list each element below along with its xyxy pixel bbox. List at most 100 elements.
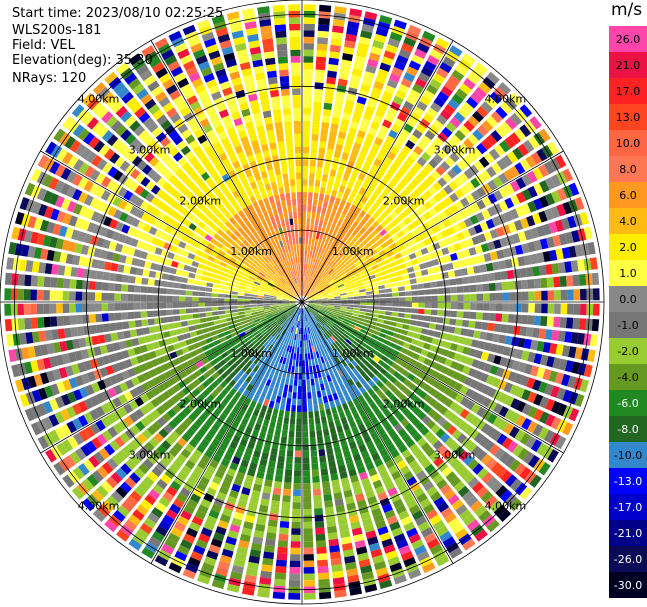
radar-gate [249,226,256,234]
radar-gate [423,394,433,403]
radar-gate [192,285,200,291]
radar-gate [261,259,268,266]
radar-gate [215,417,224,427]
radar-gate [326,338,333,346]
radar-gate [276,299,283,301]
radar-gate [322,109,332,117]
radar-gate [592,288,600,301]
radar-gate [66,420,77,434]
radar-gate [451,499,464,511]
radar-gate [379,306,386,311]
radar-gate [422,383,432,393]
radar-gate [125,256,133,265]
radar-gate [489,148,501,161]
radar-gate [137,336,146,345]
radar-gate [228,411,237,420]
radar-gate [266,406,273,415]
radar-gate [83,180,94,192]
radar-gate [217,463,228,473]
radar-gate [303,515,313,522]
radar-gate [136,64,149,76]
radar-gate [372,39,385,50]
radar-gate [124,519,138,532]
radar-gate [372,479,383,489]
radar-gate [412,432,423,443]
radar-gate [145,390,155,400]
radar-gate [307,293,313,299]
radar-gate [148,103,161,115]
radar-gate [421,151,431,162]
radar-gate [530,439,543,453]
radar-gate [498,419,509,432]
radar-gate [400,249,409,257]
radar-gate [238,187,246,196]
radar-gate [250,273,257,279]
radar-gate [201,380,211,388]
radar-gate [337,242,344,250]
radar-gate [302,444,309,451]
radar-gate [387,487,398,497]
radar-gate [402,324,410,330]
radar-gate [321,270,327,277]
radar-gate [244,574,257,583]
radar-gate [503,423,515,435]
radar-gate [276,304,283,306]
radar-gate [245,220,253,229]
radar-gate [325,323,331,330]
radar-gate [241,403,249,412]
radar-gate [437,461,449,473]
radar-gate [259,286,266,290]
radar-gate [377,336,385,343]
radar-gate [254,350,261,357]
radar-gate [124,115,137,128]
radar-gate [238,235,246,243]
radar-gate [480,243,490,253]
radar-gate [350,190,358,198]
radar-gate [271,290,278,294]
radar-gate [56,381,66,394]
radar-gate [306,314,309,321]
radar-gate [429,360,438,369]
radar-gate [258,411,266,419]
radar-gate [30,317,38,329]
radar-gate [304,289,307,296]
radar-gate [253,330,260,336]
radar-gate [391,527,404,538]
radar-gate [557,262,566,274]
radar-gate [282,284,288,290]
radar-gate [293,292,298,298]
radar-gate [303,94,312,102]
radar-gate [161,440,172,451]
radar-gate [373,268,381,274]
radar-gate [162,514,175,526]
radar-gate [307,398,313,406]
radar-gate [513,268,521,279]
radar-gate [411,302,419,308]
radar-gate [460,197,470,208]
radar-gate [247,561,259,571]
radar-gate [543,429,555,443]
radar-gate [495,303,503,312]
radar-gate [236,351,244,358]
radar-gate [124,72,138,85]
radar-gate [283,296,290,299]
radar-gate [40,344,49,356]
radar-gate [421,179,432,189]
radar-gate [222,437,231,446]
radar-gate [324,214,330,222]
radar-gate [547,290,555,301]
radar-gate [130,238,139,247]
radar-gate [521,418,532,431]
radar-gate [107,303,115,311]
radar-gate [317,312,324,318]
radar-gate [314,300,322,302]
radar-gate [389,242,397,250]
radar-gate [271,289,279,293]
radar-gate [320,294,327,297]
radar-gate [159,295,167,302]
radar-gate [322,234,328,242]
radar-gate [171,190,182,200]
radar-gate [419,95,432,106]
radar-gate [411,367,420,376]
radar-gate [385,335,393,341]
